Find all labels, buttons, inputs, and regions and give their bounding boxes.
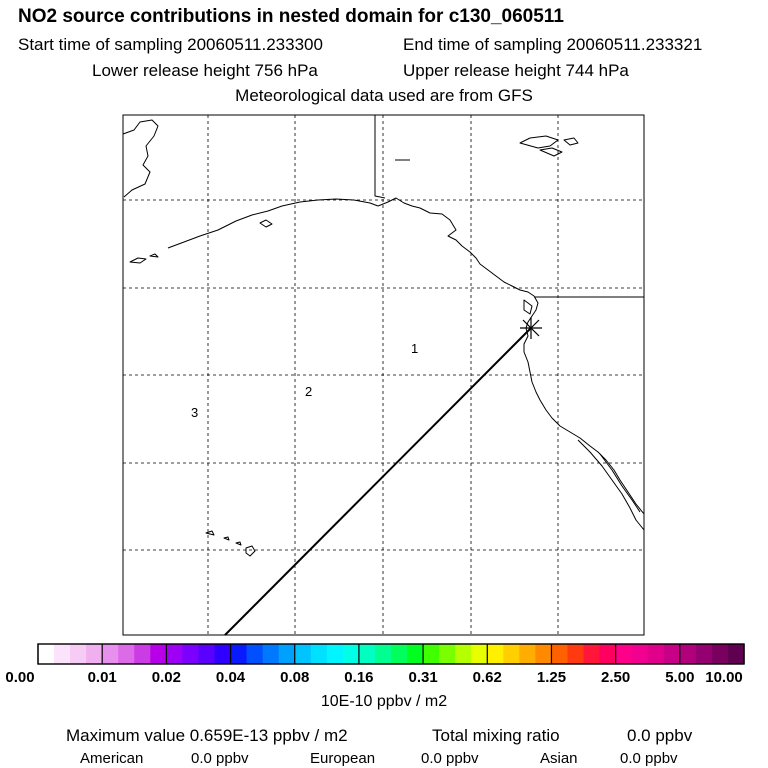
hawaii-island: [223, 536, 230, 541]
colorbar-swatch: [647, 644, 665, 664]
end-sampling-time: End time of sampling 20060511.233321: [403, 35, 703, 54]
colorbar-swatch: [198, 644, 216, 664]
alaska-peninsula-coast: [167, 198, 379, 249]
region-asian-name: Asian: [540, 750, 578, 767]
colorbar-swatch: [374, 644, 392, 664]
colorbar-swatch: [711, 644, 729, 664]
colorbar-frame: [37, 643, 745, 665]
colorbar-tick-label: 0.08: [280, 669, 310, 686]
colorbar-swatch: [150, 644, 167, 664]
colorbar-tick-label: 5.00: [665, 669, 695, 686]
colorbar-swatch: [487, 644, 504, 664]
start-sampling-time: Start time of sampling 20060511.233300: [18, 35, 323, 54]
colorbar-swatch: [182, 644, 200, 664]
alaska-canada-border: [374, 115, 386, 199]
colorbar-swatch: [471, 644, 488, 664]
colorbar-tick-label: 0.02: [151, 669, 181, 686]
met-data-source: Meteorological data used are from GFS: [235, 86, 533, 105]
coastlines: [122, 115, 645, 557]
colorbar-tick-label: 0.04: [215, 669, 246, 686]
gulf-coast: [599, 453, 641, 513]
colorbar-swatch: [615, 644, 633, 664]
colorbar-swatch: [599, 644, 617, 664]
colorbar-tick-label: 0.62: [472, 669, 502, 686]
colorbar-swatch: [102, 644, 119, 664]
arctic-island: [519, 135, 559, 149]
colorbar-swatch: [214, 644, 232, 664]
upper-release-height: Upper release height 744 hPa: [403, 61, 629, 80]
colorbar-swatch: [134, 644, 151, 664]
colorbar-swatch: [310, 644, 328, 664]
colorbar-swatch: [631, 644, 649, 664]
colorbar-swatch: [86, 644, 103, 664]
west-coast: [377, 197, 645, 515]
island-coast: [259, 219, 273, 228]
aleutian-island: [129, 257, 147, 264]
colorbar-swatch: [166, 644, 184, 664]
colorbar-swatch: [519, 644, 537, 664]
colorbar-swatch: [326, 644, 344, 664]
colorbar-swatch: [391, 644, 408, 664]
colorbar-swatch: [70, 644, 87, 664]
colorbar-swatch: [503, 644, 520, 664]
arctic-island: [563, 137, 579, 146]
asterisk-icon: [520, 317, 542, 339]
figure-title: NO2 source contributions in nested domai…: [18, 6, 564, 27]
colorbar-swatch: [551, 644, 569, 664]
colorbar-swatch: [358, 644, 376, 664]
colorbar-tick-label: 0.01: [87, 669, 117, 686]
region-european-name: European: [310, 750, 376, 767]
colorbar-swatch: [695, 644, 713, 664]
colorbar-swatch: [118, 644, 135, 664]
region-label: 3: [191, 405, 198, 420]
colorbar-swatch: [294, 644, 312, 664]
colorbar-swatch: [455, 644, 472, 664]
arctic-island: [539, 147, 563, 157]
aleutian-island: [149, 253, 159, 258]
trajectory-line: [224, 327, 532, 636]
region-american-name: American: [80, 750, 144, 767]
island-coast: [523, 299, 533, 315]
map-gridlines: [123, 115, 644, 635]
colorbar-tick-label: 0.00: [5, 669, 35, 686]
colorbar-swatch: [663, 644, 681, 664]
colorbar-swatch: [727, 644, 745, 664]
colorbar-tick-label: 2.50: [601, 669, 631, 686]
colorbar-swatch: [423, 644, 440, 664]
colorbar-swatch: [567, 644, 585, 664]
colorbar-swatch: [535, 644, 553, 664]
baja-coast: [577, 439, 645, 531]
colorbar-tick-label: 10.00: [705, 669, 743, 686]
colorbar-swatch: [54, 644, 71, 664]
colorbar-swatch: [246, 644, 264, 664]
colorbar-swatch: [679, 644, 697, 664]
maximum-value: Maximum value 0.659E-13 ppbv / m2: [66, 726, 348, 745]
region-label: 1: [411, 341, 418, 356]
region-asian-value: 0.0 ppbv: [620, 750, 678, 767]
colorbar-units: 10E-10 ppbv / m2: [320, 693, 448, 710]
total-mixing-ratio-label: Total mixing ratio: [432, 726, 560, 745]
hawaii-island: [245, 545, 256, 557]
hawaii-island: [205, 530, 215, 536]
total-mixing-ratio-value: 0.0 ppbv: [627, 726, 693, 745]
hawaii-island: [235, 541, 242, 546]
alaska-coast: [122, 119, 159, 198]
colorbar-swatch: [262, 644, 280, 664]
lower-release-height: Lower release height 756 hPa: [92, 61, 318, 80]
colorbar-tick-label: 0.31: [408, 669, 438, 686]
region-label: 2: [305, 384, 312, 399]
colorbar-tick-label: 0.16: [344, 669, 374, 686]
colorbar-swatch: [407, 644, 424, 664]
colorbar-swatch: [230, 644, 248, 664]
region-european-value: 0.0 ppbv: [421, 750, 479, 767]
colorbar-swatch: [38, 644, 55, 664]
colorbar-tick-label: 1.25: [536, 669, 567, 686]
colorbar-swatch: [583, 644, 601, 664]
colorbar: [37, 643, 745, 665]
colorbar-swatch: [342, 644, 360, 664]
colorbar-swatch: [278, 644, 296, 664]
colorbar-swatch: [439, 644, 456, 664]
region-american-value: 0.0 ppbv: [191, 750, 249, 767]
